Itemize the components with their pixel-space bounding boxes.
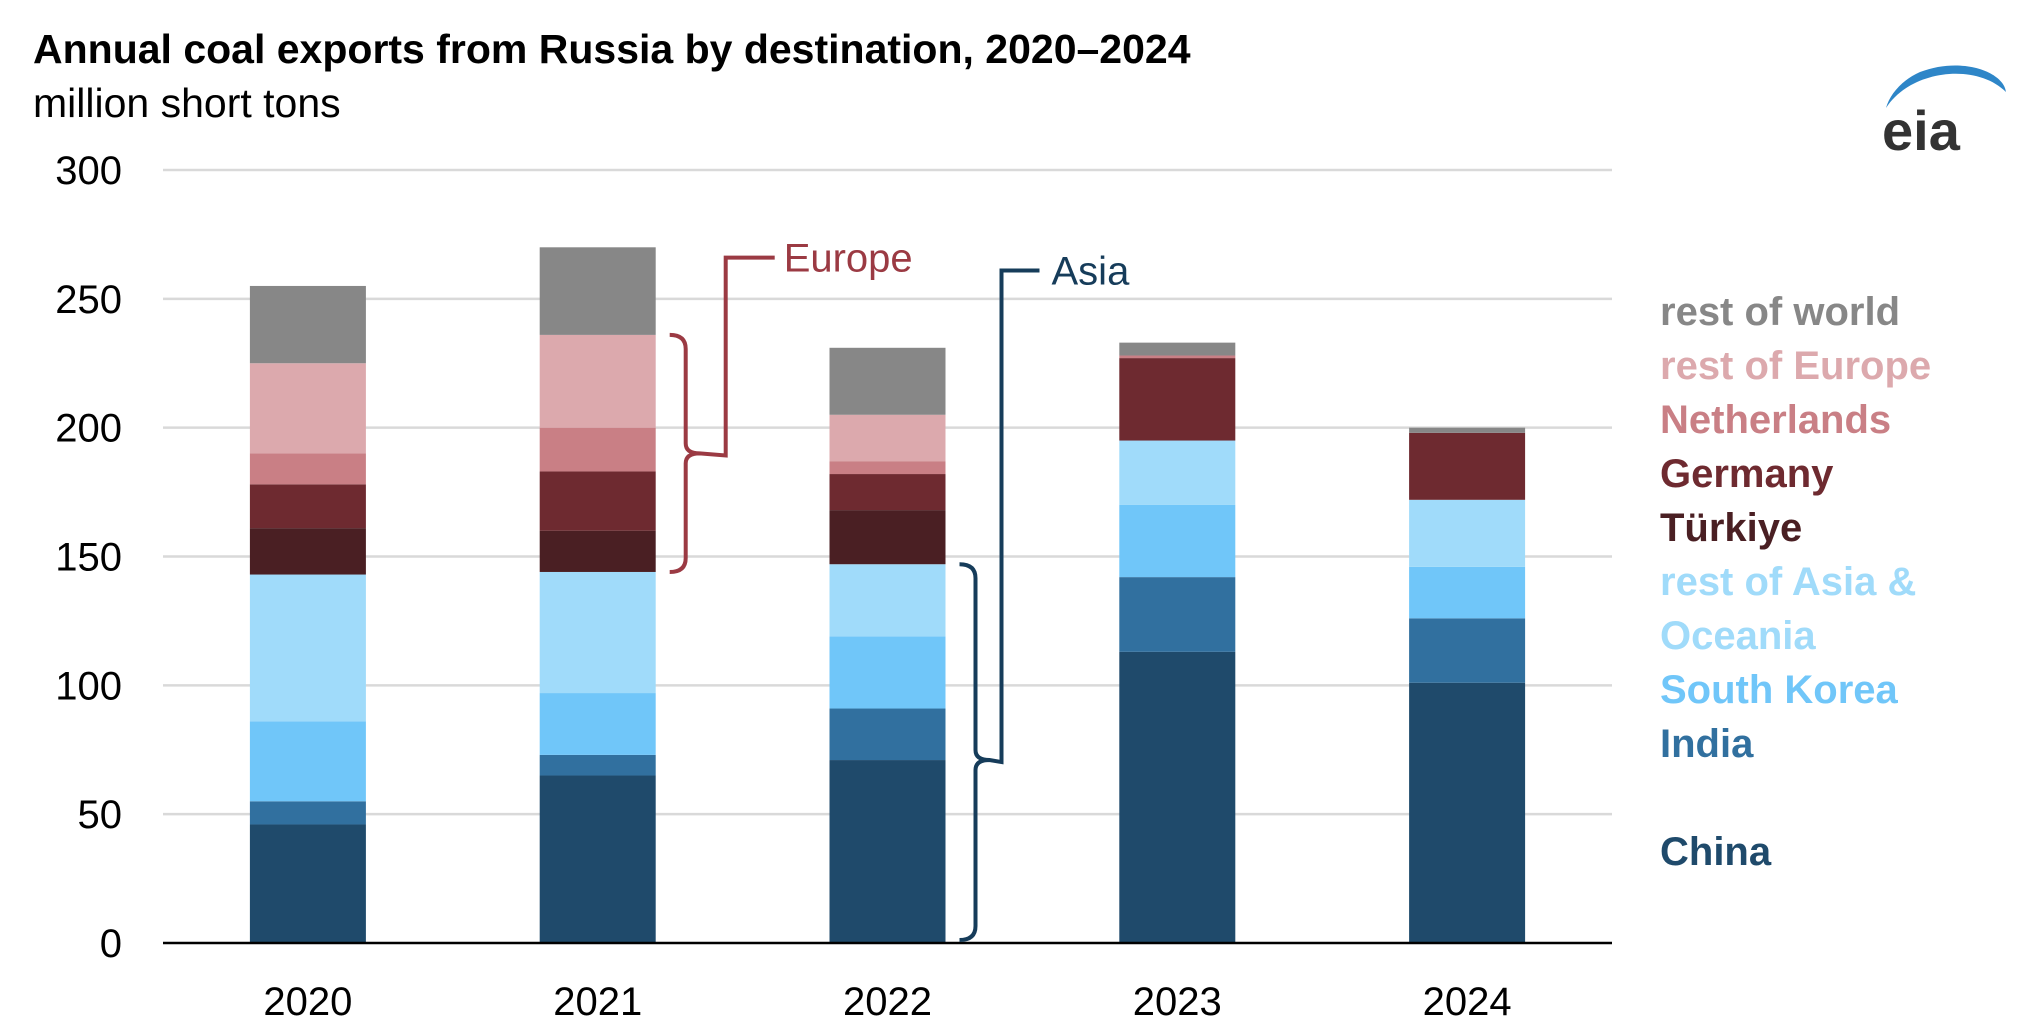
legend-label: India	[1660, 722, 1754, 766]
bar-segment	[249, 285, 366, 364]
bar-segment	[829, 636, 946, 709]
eia-logo-text: eia	[1882, 99, 1961, 154]
bar-segment	[829, 708, 946, 761]
bar-segment	[829, 760, 946, 943]
bar-segment	[539, 775, 656, 943]
bar-segment	[539, 247, 656, 335]
asia-annotation-label: Asia	[1052, 249, 1131, 293]
legend-label: Germany	[1660, 452, 1834, 496]
y-tick-label: 250	[55, 278, 122, 322]
legend-label: China	[1660, 830, 1772, 874]
bar-segment	[1409, 566, 1526, 619]
bar-segment	[249, 824, 366, 943]
bar-segment	[539, 571, 656, 694]
bar-segment	[1119, 651, 1236, 943]
y-tick-label: 300	[55, 149, 122, 193]
bar-segment	[539, 427, 656, 472]
y-tick-label: 150	[55, 536, 122, 580]
europe-bracket	[669, 255, 775, 574]
europe-annotation-label: Europe	[784, 237, 913, 281]
y-tick-label: 100	[55, 664, 122, 708]
x-tick-label: 2024	[1423, 980, 1512, 1024]
bar-segment	[829, 474, 946, 511]
bar-segment	[539, 334, 656, 428]
bar-segment	[249, 574, 366, 722]
legend-label: rest of world	[1660, 290, 1900, 334]
legend-label: rest of Asia &	[1660, 560, 1916, 604]
bar-segment	[249, 801, 366, 825]
bar-segment	[539, 471, 656, 531]
bar-segment	[829, 510, 946, 565]
asia-bracket	[959, 268, 1040, 942]
bar-segment	[249, 484, 366, 529]
bar-segment	[1409, 618, 1526, 683]
bar-segment	[1409, 499, 1526, 567]
bar-segment	[1119, 355, 1236, 359]
bar-segment	[539, 693, 656, 755]
y-tick-label: 200	[55, 407, 122, 451]
bar-segment	[1119, 342, 1236, 356]
y-tick-label: 50	[78, 793, 123, 837]
bar-segment	[1409, 682, 1526, 943]
bar-segment	[1119, 504, 1236, 578]
bar-segment	[1409, 427, 1526, 433]
legend-label: South Korea	[1660, 668, 1899, 712]
bar-segment	[1119, 358, 1236, 441]
x-tick-label: 2020	[263, 980, 352, 1024]
bar-segment	[1119, 440, 1236, 505]
bar-segment	[249, 528, 366, 575]
bar-segment	[539, 754, 656, 776]
eia-logo-swoosh-icon: eia	[1882, 65, 2006, 154]
bar-segment	[829, 414, 946, 462]
bar-segment	[1409, 432, 1526, 500]
x-tick-label: 2021	[553, 980, 642, 1024]
chart-subtitle: million short tons	[33, 80, 341, 126]
x-tick-label: 2023	[1133, 980, 1222, 1024]
y-tick-label: 0	[100, 922, 122, 966]
bar-segment	[249, 721, 366, 802]
bar-segment	[829, 461, 946, 475]
bar-segment	[249, 453, 366, 485]
legend-label: Netherlands	[1660, 398, 1891, 442]
bar-segment	[1119, 577, 1236, 652]
bar-segment	[829, 347, 946, 415]
bar-segment	[539, 530, 656, 572]
bar-segment	[249, 363, 366, 454]
legend-label: rest of Europe	[1660, 344, 1931, 388]
legend-label: Türkiye	[1660, 506, 1802, 550]
x-tick-label: 2022	[843, 980, 932, 1024]
legend-label: Oceania	[1660, 614, 1816, 658]
bar-segment	[829, 564, 946, 637]
chart-title: Annual coal exports from Russia by desti…	[33, 26, 1191, 72]
